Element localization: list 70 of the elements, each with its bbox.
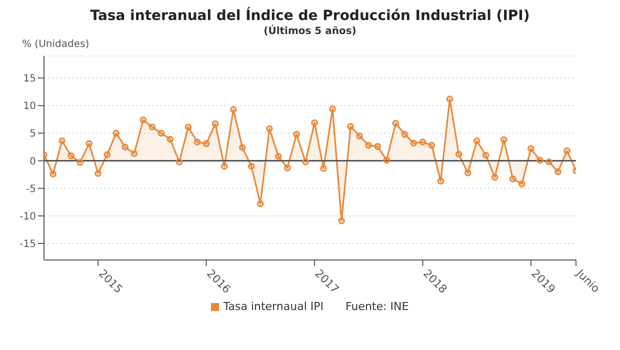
point [320,165,327,172]
point [500,136,508,144]
point [86,140,92,148]
point [122,144,129,150]
point [148,124,156,131]
y-tick-label: 10 [23,101,36,112]
point [68,152,74,160]
point [338,217,345,224]
point [365,142,372,149]
source-note: Fuente: INE [346,300,409,313]
y-axis-title: % (Unidades) [22,39,90,50]
point [230,106,237,113]
point [401,130,408,138]
y-tick-label: 15 [23,74,36,85]
point [464,169,472,176]
point [202,140,210,148]
point [437,178,444,185]
point [275,152,282,160]
point [266,125,273,132]
point [302,158,309,166]
point [410,140,418,147]
point [473,138,480,144]
point [176,158,183,166]
point [94,170,102,177]
point [194,138,201,146]
point [455,150,462,158]
point [546,158,552,166]
chart-subtitle: (Últimos 5 años) [262,26,358,37]
legend-label: Tasa internaual IPI [223,300,324,313]
y-tick-label: -5 [26,184,36,195]
point [428,142,436,149]
point [356,132,363,140]
point [158,130,165,137]
point [76,159,84,166]
point [104,151,111,158]
point [112,130,120,137]
point [564,147,570,154]
point [419,138,426,146]
point [248,162,255,170]
point [518,180,526,188]
y-tick-label: 5 [30,128,36,140]
y-tick-label: -10 [20,211,36,222]
chart-title: Tasa interanual del Índice de Producción Industrial (IPI) [89,8,531,24]
point [220,162,228,170]
point [554,168,562,176]
y-tick-label: -15 [20,239,36,250]
point [374,143,382,150]
y-tick-label: 0 [30,156,36,168]
point [482,152,490,159]
point [130,150,138,157]
point [392,120,400,127]
point [257,200,264,208]
point [166,136,174,143]
point [58,138,66,144]
point [140,116,147,124]
point [212,120,219,128]
point [329,106,336,112]
point [528,145,534,152]
point [50,170,56,178]
point [311,119,318,126]
point [536,156,544,164]
point [293,130,300,138]
point [347,123,354,130]
point [491,174,498,181]
point [383,156,390,164]
point [509,176,516,182]
point [284,164,291,172]
point [446,96,454,102]
point [184,124,192,131]
point [238,144,246,151]
